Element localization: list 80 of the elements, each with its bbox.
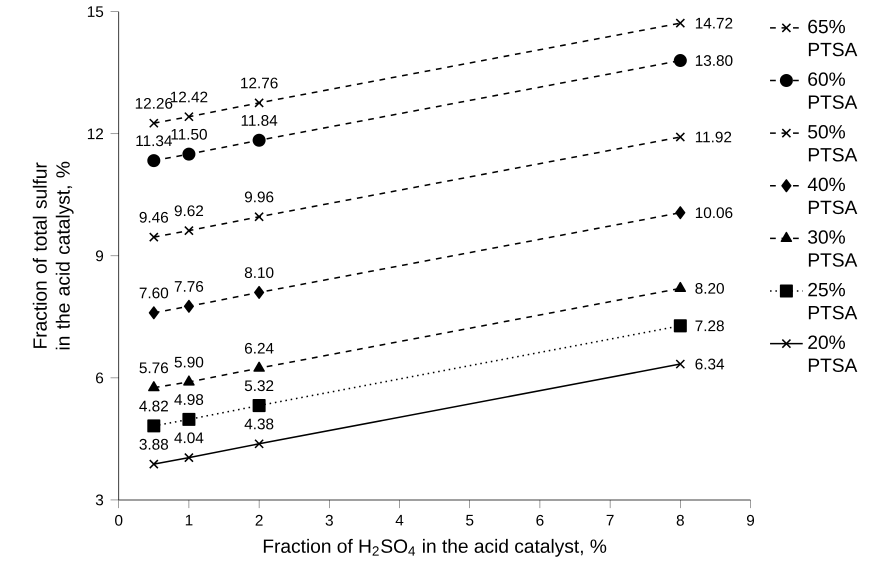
data-label: 10.06 bbox=[696, 208, 732, 218]
point bbox=[182, 413, 196, 426]
x-tick-label: 8 bbox=[676, 515, 684, 526]
data-label: 4.04 bbox=[174, 432, 204, 444]
legend-label: 50% PTSA bbox=[808, 125, 858, 162]
data-label: 7.76 bbox=[174, 281, 204, 292]
x-tick-label: 1 bbox=[186, 515, 192, 526]
data-label: 11.34 bbox=[136, 136, 172, 146]
point bbox=[148, 306, 159, 320]
point bbox=[182, 148, 196, 161]
point bbox=[674, 320, 687, 333]
x-tick-label: 5 bbox=[466, 515, 474, 526]
legend-label: 40% PTSA bbox=[808, 178, 858, 214]
data-label: 12.26 bbox=[136, 98, 172, 110]
data-label: 5.90 bbox=[174, 356, 204, 368]
data-label: 4.38 bbox=[244, 418, 274, 430]
point bbox=[254, 212, 264, 222]
data-label: 7.28 bbox=[696, 320, 724, 332]
point bbox=[675, 206, 686, 220]
point bbox=[148, 460, 159, 470]
data-label: 4.98 bbox=[174, 394, 204, 406]
point bbox=[253, 362, 265, 372]
data-label: 14.72 bbox=[696, 18, 732, 29]
y-tick-label: 15 bbox=[88, 6, 104, 18]
x-axis-title: Fraction of H$_{2}$SO$_{4}$ in the acid catalyst, % bbox=[264, 539, 606, 557]
point bbox=[184, 300, 194, 314]
point bbox=[254, 98, 264, 108]
y-tick-label: 9 bbox=[96, 250, 104, 262]
x-tick-label: 3 bbox=[326, 515, 333, 526]
y-axis-title: Fraction of total sulfur in the acid catalyst, % bbox=[32, 162, 74, 350]
point bbox=[674, 54, 687, 68]
x-tick-label: 0 bbox=[115, 515, 122, 526]
point bbox=[675, 18, 686, 28]
data-label: 9.46 bbox=[140, 212, 168, 223]
data-label: 8.10 bbox=[244, 267, 274, 278]
data-label: 12.76 bbox=[241, 78, 278, 89]
point bbox=[184, 226, 194, 236]
legend-label: 60% PTSA bbox=[808, 72, 858, 110]
x-tick-label: 9 bbox=[746, 515, 754, 526]
data-label: 11.84 bbox=[242, 115, 278, 126]
x-tick-label: 4 bbox=[396, 515, 404, 526]
y-tick-label: 6 bbox=[96, 372, 104, 384]
point bbox=[675, 359, 686, 370]
x-tick-label: 7 bbox=[606, 515, 614, 526]
point bbox=[147, 154, 160, 168]
data-label: 9.62 bbox=[174, 206, 204, 216]
y-tick-label: 3 bbox=[96, 494, 104, 506]
point bbox=[148, 232, 159, 242]
legend-label: 25% PTSA bbox=[808, 283, 858, 320]
point bbox=[184, 453, 194, 463]
data-label: 13.80 bbox=[696, 55, 732, 66]
legend-label: 30% PTSA bbox=[808, 230, 858, 267]
point bbox=[252, 399, 266, 412]
y-tick-label: 12 bbox=[88, 128, 104, 140]
data-label: 6.24 bbox=[244, 343, 274, 354]
data-label: 3.88 bbox=[139, 439, 168, 450]
legend-label: 65% PTSA bbox=[808, 20, 858, 57]
data-label: 12.42 bbox=[170, 92, 208, 102]
point bbox=[148, 118, 159, 128]
data-label: 11.92 bbox=[696, 132, 732, 143]
data-label: 4.82 bbox=[139, 400, 168, 412]
point bbox=[147, 420, 160, 433]
point bbox=[184, 112, 194, 122]
point bbox=[254, 439, 264, 449]
data-label: 7.60 bbox=[140, 288, 168, 299]
x-tick-label: 6 bbox=[536, 515, 544, 526]
point bbox=[674, 282, 686, 292]
point bbox=[675, 132, 686, 142]
x-tick-label: 2 bbox=[256, 515, 263, 526]
point bbox=[148, 381, 160, 392]
data-label: 9.96 bbox=[244, 192, 274, 203]
data-label: 5.76 bbox=[140, 362, 168, 374]
data-label: 8.20 bbox=[695, 283, 724, 294]
point bbox=[183, 376, 195, 386]
point bbox=[252, 134, 266, 148]
data-label: 6.34 bbox=[696, 358, 724, 370]
data-label: 11.50 bbox=[171, 129, 207, 140]
legend-label: 20% PTSA bbox=[808, 336, 858, 372]
data-label: 5.32 bbox=[244, 380, 274, 392]
point bbox=[254, 286, 264, 300]
